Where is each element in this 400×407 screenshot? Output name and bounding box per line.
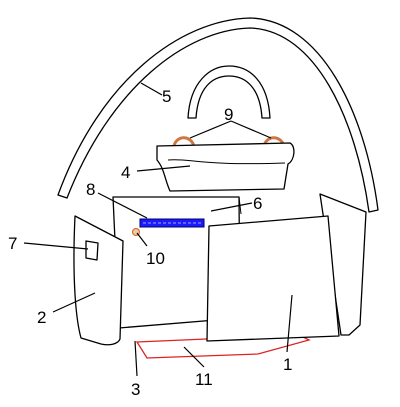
part-4-tray-inner-line xyxy=(167,159,286,165)
leader-3 xyxy=(134,340,138,377)
part-8-blue-bar xyxy=(139,218,205,228)
right-side-panel xyxy=(319,193,367,336)
leader-9b xyxy=(230,120,272,139)
part-7-handle xyxy=(85,240,99,261)
part-9-left-hook xyxy=(172,136,196,147)
leader-8 xyxy=(97,192,148,219)
part-9-inner-arch xyxy=(187,65,271,119)
label-10: 10 xyxy=(146,249,165,268)
leader-7a xyxy=(23,242,89,250)
leader-11 xyxy=(183,346,205,368)
leader-10 xyxy=(136,232,148,247)
label-8: 8 xyxy=(86,180,95,199)
label-5: 5 xyxy=(162,87,171,106)
label-6: 6 xyxy=(253,194,262,213)
leader-4 xyxy=(136,165,191,172)
label-9: 9 xyxy=(224,105,233,124)
part-1-front-panel xyxy=(206,215,340,342)
label-1: 1 xyxy=(283,355,292,374)
leader-5 xyxy=(140,82,163,96)
part-4-top-tray xyxy=(156,142,295,192)
label-2: 2 xyxy=(37,308,46,327)
leader-2 xyxy=(52,292,96,313)
leader-1 xyxy=(286,294,293,353)
leader-9a xyxy=(189,120,232,139)
leader-6 xyxy=(210,202,253,212)
label-4: 4 xyxy=(121,163,130,182)
part-5-outer-arch xyxy=(57,17,379,213)
label-7: 7 xyxy=(8,234,17,253)
label-3: 3 xyxy=(131,380,140,399)
label-11: 11 xyxy=(195,370,213,389)
